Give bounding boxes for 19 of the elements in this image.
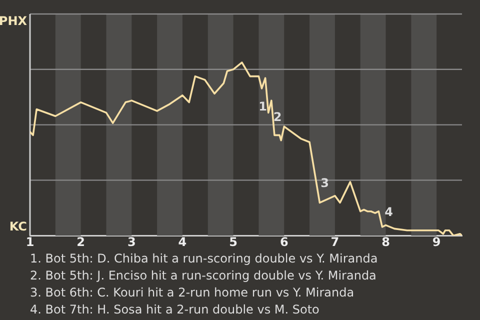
annotation: 3 bbox=[320, 176, 329, 190]
x-tick-label: 7 bbox=[330, 234, 340, 249]
annotation: 2 bbox=[273, 110, 282, 124]
x-tick-label: 9 bbox=[432, 234, 441, 249]
x-tick-label: 1 bbox=[26, 234, 34, 249]
x-tick-label: 2 bbox=[76, 234, 86, 249]
x-tick-label: 4 bbox=[178, 234, 187, 249]
x-tick-label: 5 bbox=[229, 234, 238, 249]
x-tick-label: 3 bbox=[127, 234, 136, 249]
x-tick-label: 6 bbox=[280, 234, 288, 249]
annotation: 4 bbox=[384, 205, 393, 220]
text: 4. Bot 7th: H. Sosa hit a 2-run double vs M. Soto bbox=[30, 302, 320, 317]
x-tick-label: 8 bbox=[382, 234, 390, 249]
text: 2. Bot 5th: J. Enciso hit a run-scoring double vs Y. Miranda bbox=[30, 268, 376, 283]
text: 1. Bot 5th: D. Chiba hit a run-scoring double vs Y. Miranda bbox=[30, 252, 378, 266]
annotation: 1 bbox=[258, 100, 267, 114]
text: PHX bbox=[0, 14, 28, 28]
text: 3. Bot 6th: C. Kouri hit a 2-run home run vs Y. Miranda bbox=[30, 286, 354, 300]
text: KC bbox=[9, 220, 28, 234]
